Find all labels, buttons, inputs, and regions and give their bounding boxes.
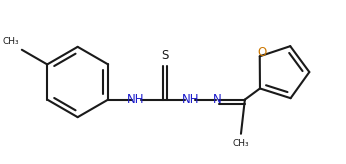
Text: N: N: [213, 93, 222, 106]
Text: O: O: [257, 46, 266, 59]
Text: NH: NH: [127, 93, 144, 106]
Text: S: S: [161, 50, 169, 62]
Text: CH₃: CH₃: [233, 139, 249, 148]
Text: CH₃: CH₃: [2, 37, 19, 46]
Text: NH: NH: [181, 93, 199, 106]
